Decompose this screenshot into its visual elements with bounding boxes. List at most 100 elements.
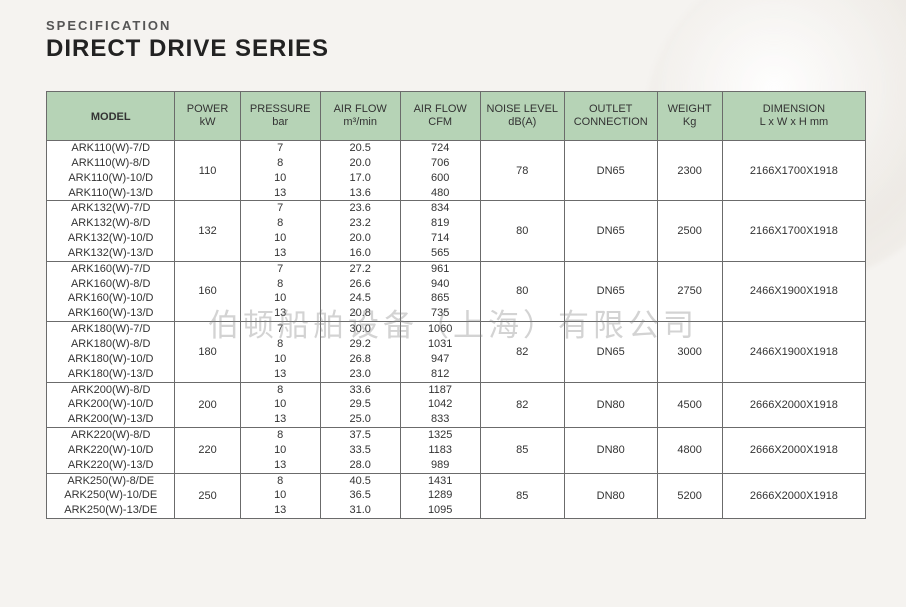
col-header-pressure: PRESSURE bar bbox=[240, 92, 320, 141]
cell-dimension: 2166X1700X1918 bbox=[722, 201, 865, 261]
cell-power: 250 bbox=[175, 473, 240, 519]
cell-outlet: DN65 bbox=[564, 322, 657, 382]
cell-airflow-cfm: 834819714565 bbox=[400, 201, 480, 261]
cell-noise: 82 bbox=[480, 322, 564, 382]
table-row: ARK110(W)-7/DARK110(W)-8/DARK110(W)-10/D… bbox=[47, 141, 866, 201]
cell-model: ARK180(W)-7/DARK180(W)-8/DARK180(W)-10/D… bbox=[47, 322, 175, 382]
cell-line: 10 bbox=[241, 352, 320, 367]
cell-line: ARK132(W)-7/D bbox=[47, 201, 174, 216]
cell-line: ARK160(W)-10/D bbox=[47, 291, 174, 306]
cell-pressure: 781013 bbox=[240, 322, 320, 382]
cell-airflow-m: 33.629.525.0 bbox=[320, 382, 400, 428]
table-row: ARK132(W)-7/DARK132(W)-8/DARK132(W)-10/D… bbox=[47, 201, 866, 261]
col-header-label: PRESSURE bbox=[241, 99, 320, 116]
cell-line: 16.0 bbox=[321, 246, 400, 261]
cell-line: 8 bbox=[241, 383, 320, 398]
col-header-unit: bar bbox=[241, 116, 320, 133]
cell-line: ARK180(W)-7/D bbox=[47, 322, 174, 337]
cell-line: 1325 bbox=[401, 428, 480, 443]
cell-line: ARK110(W)-8/D bbox=[47, 156, 174, 171]
cell-line: 8 bbox=[241, 337, 320, 352]
cell-line: 13 bbox=[241, 367, 320, 382]
table-row: ARK250(W)-8/DEARK250(W)-10/DEARK250(W)-1… bbox=[47, 473, 866, 519]
cell-line: ARK132(W)-10/D bbox=[47, 231, 174, 246]
table-row: ARK160(W)-7/DARK160(W)-8/DARK160(W)-10/D… bbox=[47, 261, 866, 321]
cell-noise: 78 bbox=[480, 141, 564, 201]
cell-line: 20.0 bbox=[321, 156, 400, 171]
col-header-label: AIR FLOW bbox=[321, 99, 400, 116]
cell-line: ARK220(W)-8/D bbox=[47, 428, 174, 443]
table-row: ARK220(W)-8/DARK220(W)-10/DARK220(W)-13/… bbox=[47, 428, 866, 474]
cell-line: 1031 bbox=[401, 337, 480, 352]
cell-power: 220 bbox=[175, 428, 240, 474]
col-header-airflow-cfm: AIR FLOW CFM bbox=[400, 92, 480, 141]
cell-power: 180 bbox=[175, 322, 240, 382]
cell-line: ARK180(W)-13/D bbox=[47, 367, 174, 382]
cell-line: 13 bbox=[241, 503, 320, 518]
col-header-unit: CONNECTION bbox=[565, 116, 657, 133]
cell-power: 200 bbox=[175, 382, 240, 428]
cell-airflow-cfm: 961940865735 bbox=[400, 261, 480, 321]
col-header-noise: NOISE LEVEL dB(A) bbox=[480, 92, 564, 141]
page: SPECIFICATION DIRECT DRIVE SERIES MODEL … bbox=[0, 0, 906, 539]
cell-line: ARK110(W)-13/D bbox=[47, 186, 174, 201]
col-header-label: DIMENSION bbox=[723, 99, 865, 116]
cell-noise: 80 bbox=[480, 201, 564, 261]
cell-line: 565 bbox=[401, 246, 480, 261]
col-header-label: AIR FLOW bbox=[401, 99, 480, 116]
cell-line: 735 bbox=[401, 306, 480, 321]
cell-line: ARK250(W)-10/DE bbox=[47, 488, 174, 503]
cell-line: ARK250(W)-13/DE bbox=[47, 503, 174, 518]
cell-dimension: 2466X1900X1918 bbox=[722, 261, 865, 321]
cell-dimension: 2666X2000X1918 bbox=[722, 382, 865, 428]
cell-line: 819 bbox=[401, 216, 480, 231]
cell-model: ARK132(W)-7/DARK132(W)-8/DARK132(W)-10/D… bbox=[47, 201, 175, 261]
cell-line: 25.0 bbox=[321, 412, 400, 427]
cell-line: 10 bbox=[241, 397, 320, 412]
cell-line: 10 bbox=[241, 291, 320, 306]
table-row: ARK180(W)-7/DARK180(W)-8/DARK180(W)-10/D… bbox=[47, 322, 866, 382]
cell-weight: 2300 bbox=[657, 141, 722, 201]
cell-line: 29.2 bbox=[321, 337, 400, 352]
cell-line: ARK200(W)-10/D bbox=[47, 397, 174, 412]
cell-line: 833 bbox=[401, 412, 480, 427]
cell-airflow-cfm: 10601031947812 bbox=[400, 322, 480, 382]
cell-line: 989 bbox=[401, 458, 480, 473]
cell-line: ARK250(W)-8/DE bbox=[47, 474, 174, 489]
cell-line: 1060 bbox=[401, 322, 480, 337]
col-header-unit: Kg bbox=[658, 116, 722, 133]
cell-dimension: 2666X2000X1918 bbox=[722, 473, 865, 519]
cell-line: 23.0 bbox=[321, 367, 400, 382]
cell-line: 865 bbox=[401, 291, 480, 306]
cell-line: ARK180(W)-8/D bbox=[47, 337, 174, 352]
cell-airflow-m: 37.533.528.0 bbox=[320, 428, 400, 474]
col-header-label: NOISE LEVEL bbox=[481, 99, 564, 116]
cell-model: ARK220(W)-8/DARK220(W)-10/DARK220(W)-13/… bbox=[47, 428, 175, 474]
cell-line: 600 bbox=[401, 171, 480, 186]
col-header-power: POWER kW bbox=[175, 92, 240, 141]
cell-line: ARK220(W)-10/D bbox=[47, 443, 174, 458]
cell-line: 7 bbox=[241, 322, 320, 337]
cell-line: 8 bbox=[241, 216, 320, 231]
cell-line: 8 bbox=[241, 156, 320, 171]
cell-line: 36.5 bbox=[321, 488, 400, 503]
cell-line: ARK132(W)-8/D bbox=[47, 216, 174, 231]
cell-model: ARK160(W)-7/DARK160(W)-8/DARK160(W)-10/D… bbox=[47, 261, 175, 321]
cell-line: ARK110(W)-10/D bbox=[47, 171, 174, 186]
cell-line: 1183 bbox=[401, 443, 480, 458]
cell-line: 1431 bbox=[401, 474, 480, 489]
cell-line: 33.5 bbox=[321, 443, 400, 458]
cell-line: ARK200(W)-13/D bbox=[47, 412, 174, 427]
cell-outlet: DN65 bbox=[564, 141, 657, 201]
cell-airflow-cfm: 11871042833 bbox=[400, 382, 480, 428]
cell-line: 13 bbox=[241, 458, 320, 473]
cell-line: 714 bbox=[401, 231, 480, 246]
cell-weight: 4800 bbox=[657, 428, 722, 474]
cell-line: 31.0 bbox=[321, 503, 400, 518]
cell-line: 1042 bbox=[401, 397, 480, 412]
cell-line: 706 bbox=[401, 156, 480, 171]
col-header-label: OUTLET bbox=[565, 99, 657, 116]
cell-noise: 80 bbox=[480, 261, 564, 321]
col-header-model: MODEL bbox=[47, 92, 175, 141]
cell-line: 13 bbox=[241, 246, 320, 261]
